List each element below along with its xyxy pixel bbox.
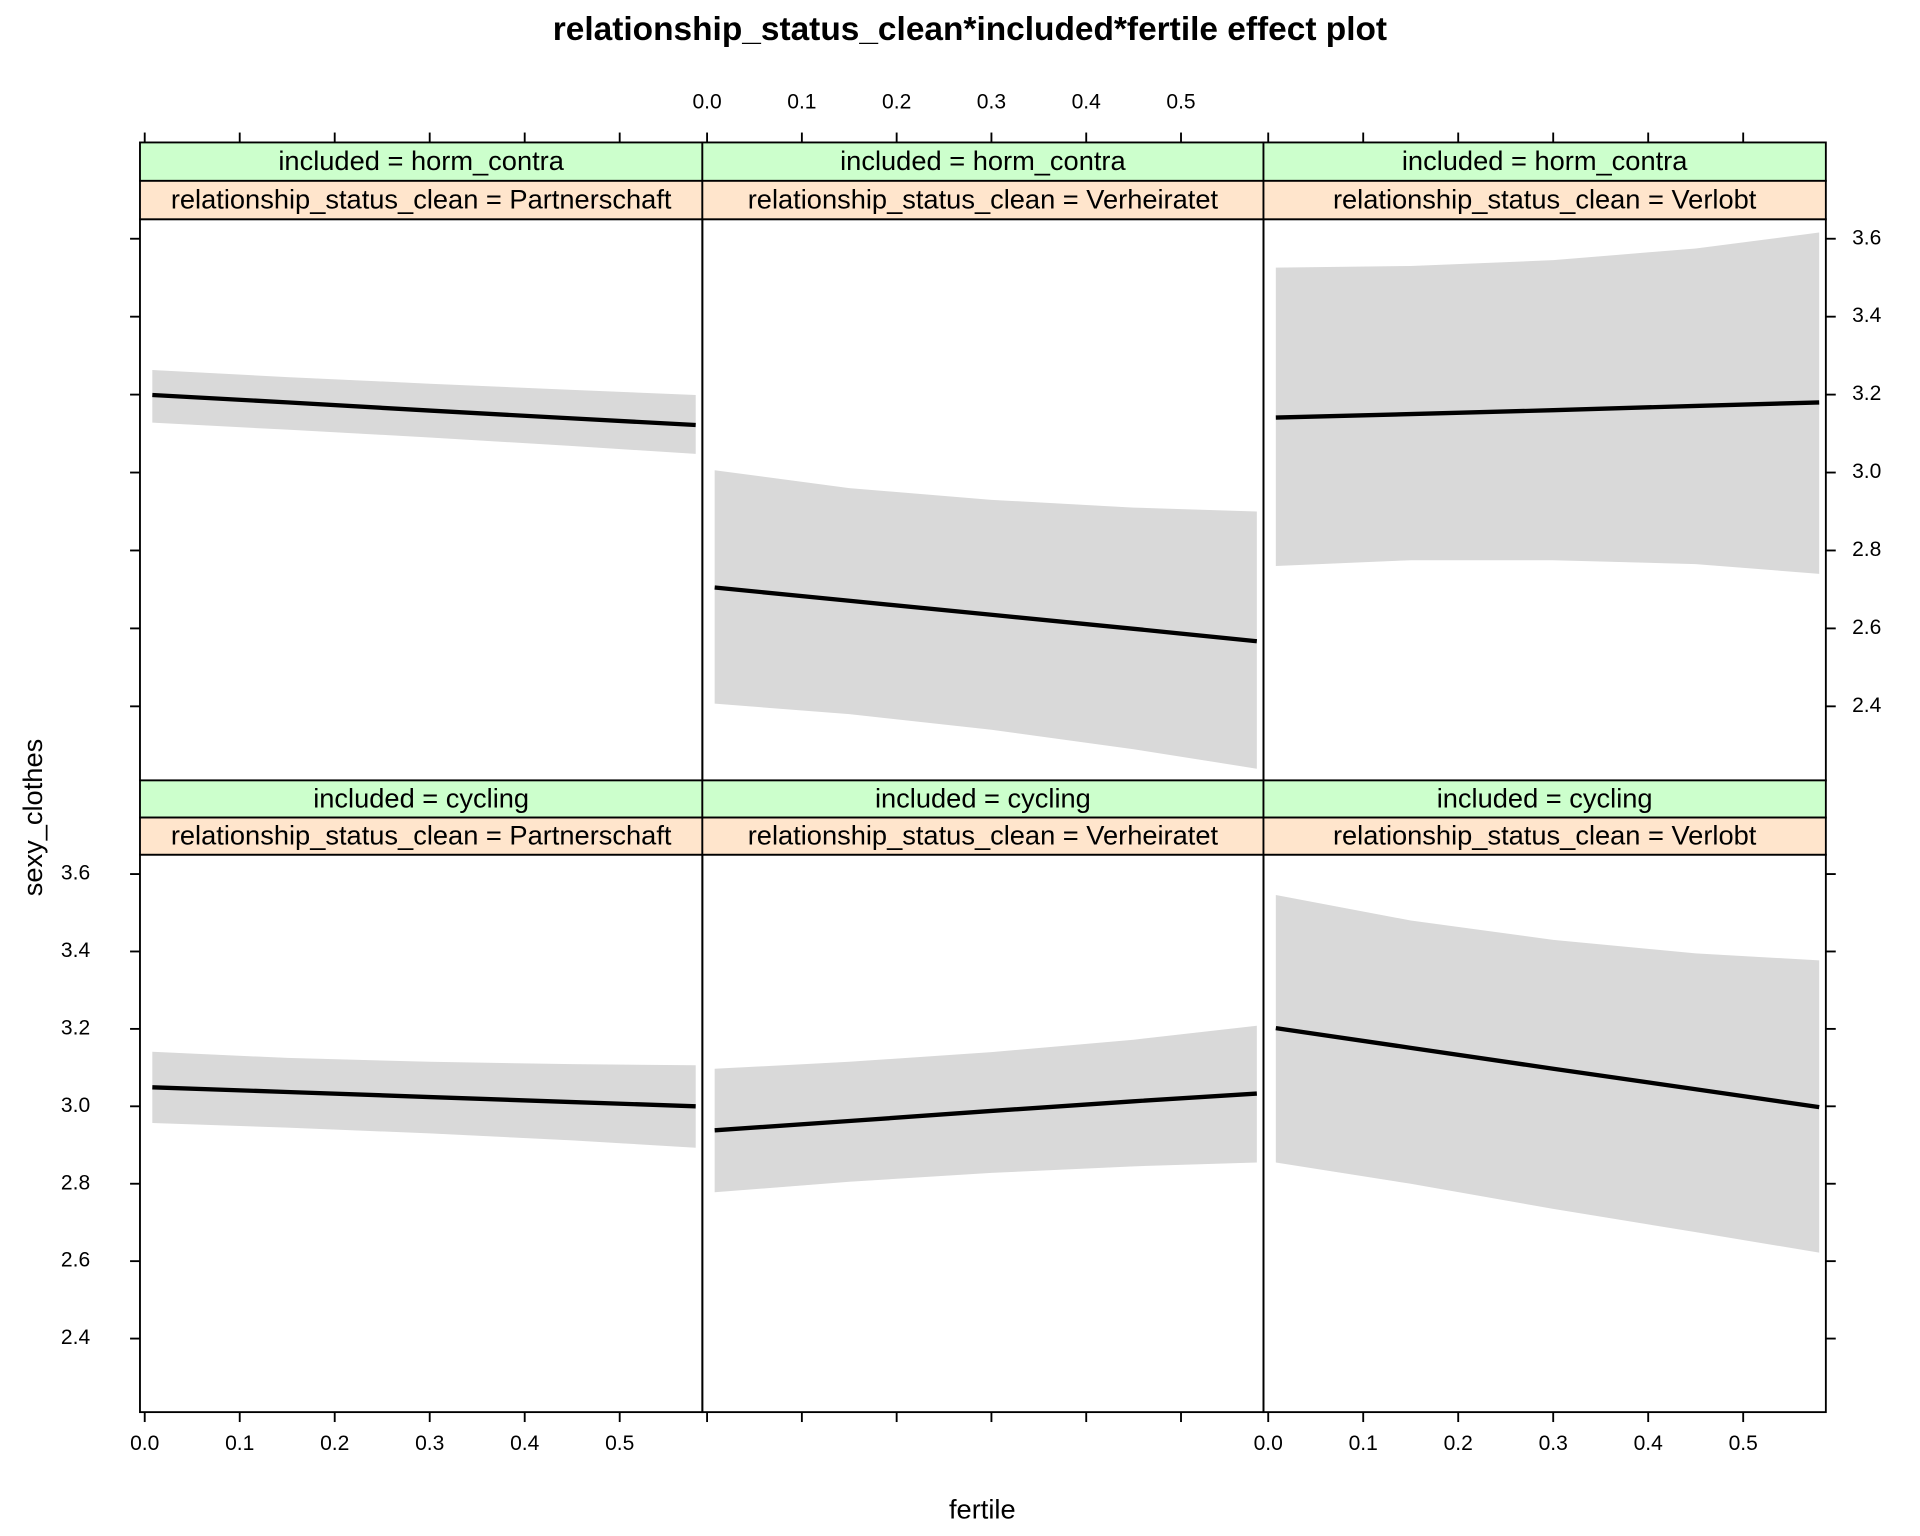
chart-title: relationship_status_clean*included*ferti… bbox=[553, 11, 1387, 48]
x-tick-label: 0.4 bbox=[1072, 90, 1102, 113]
x-tick-label: 0.2 bbox=[882, 90, 911, 113]
strip-label: relationship_status_clean = Partnerschaf… bbox=[171, 820, 672, 851]
y-tick-label: 3.4 bbox=[1852, 304, 1882, 327]
confidence-band bbox=[1275, 232, 1820, 574]
confidence-band bbox=[714, 470, 1257, 769]
strip-labels: included = cycling relationship_status_cl… bbox=[748, 782, 1219, 850]
y-tick-label: 2.6 bbox=[61, 1249, 90, 1272]
strip-top bbox=[1262, 779, 1827, 819]
strip-labels: included = horm_contra relationship_statu… bbox=[1333, 145, 1757, 214]
strip-bottom bbox=[701, 816, 1265, 856]
strip-bottom bbox=[1262, 816, 1827, 856]
strip-label: included = cycling bbox=[875, 782, 1091, 813]
y-tick-label: 3.6 bbox=[61, 862, 90, 885]
y-tick-label: 2.4 bbox=[1852, 694, 1882, 717]
x-tick-label: 0.0 bbox=[692, 90, 721, 113]
strip-labels: included = horm_contra relationship_statu… bbox=[171, 145, 672, 214]
strip-top bbox=[701, 779, 1265, 819]
x-tick-label: 0.5 bbox=[1729, 1432, 1758, 1455]
strip-bottom bbox=[701, 179, 1265, 221]
strip-label: relationship_status_clean = Verheiratet bbox=[748, 820, 1219, 851]
x-tick-label: 0.5 bbox=[605, 1432, 634, 1455]
strip-top bbox=[139, 141, 704, 182]
strip-label: relationship_status_clean = Verlobt bbox=[1333, 820, 1757, 851]
fit-line bbox=[1275, 1025, 1820, 1110]
y-tick-label: 2.8 bbox=[61, 1171, 90, 1194]
x-tick-label: 0.0 bbox=[130, 1432, 159, 1455]
x-tick-label: 0.1 bbox=[1349, 1432, 1378, 1455]
y-tick-label: 3.0 bbox=[1852, 460, 1881, 483]
x-tick-label: 0.1 bbox=[225, 1432, 254, 1455]
strip-label: relationship_status_clean = Verheiratet bbox=[748, 183, 1219, 214]
fit-line bbox=[714, 585, 1258, 644]
confidence-band bbox=[714, 1025, 1257, 1193]
x-tick-label: 0.3 bbox=[977, 90, 1006, 113]
strip-label: relationship_status_clean = Verlobt bbox=[1333, 183, 1757, 214]
strip-labels: included = cycling relationship_status_cl… bbox=[171, 782, 672, 850]
x-tick-label: 0.2 bbox=[1444, 1432, 1473, 1455]
y-tick-label: 3.2 bbox=[61, 1016, 90, 1039]
strip-labels: included = horm_contra relationship_statu… bbox=[748, 145, 1219, 214]
panel-border bbox=[139, 218, 704, 782]
confidence-band bbox=[1275, 894, 1820, 1253]
fit-line bbox=[152, 392, 696, 428]
x-axis-label: fertile bbox=[949, 1493, 1016, 1524]
x-tick-label: 0.3 bbox=[1539, 1432, 1568, 1455]
strip-label: included = cycling bbox=[313, 782, 529, 813]
y-tick-label: 3.2 bbox=[1852, 382, 1881, 405]
x-tick-label: 0.0 bbox=[1254, 1432, 1283, 1455]
strip-label: included = horm_contra bbox=[278, 145, 564, 176]
x-tick-label: 0.4 bbox=[510, 1432, 540, 1455]
fit-line bbox=[1275, 400, 1820, 420]
x-tick-label: 0.2 bbox=[320, 1432, 349, 1455]
confidence-band bbox=[152, 1051, 696, 1148]
y-tick-label: 3.4 bbox=[61, 939, 91, 962]
y-tick-label: 3.0 bbox=[61, 1094, 90, 1117]
x-tick-label: 0.5 bbox=[1166, 90, 1195, 113]
plot-area: relationship_status_clean*included*ferti… bbox=[17, 11, 1882, 1525]
strip-label: included = horm_contra bbox=[1402, 145, 1688, 176]
y-tick-label: 2.4 bbox=[61, 1326, 91, 1349]
x-tick-label: 0.3 bbox=[415, 1432, 444, 1455]
strip-labels: included = cycling relationship_status_cl… bbox=[1333, 782, 1757, 850]
strip-bottom bbox=[1262, 179, 1827, 221]
strip-label: included = cycling bbox=[1437, 782, 1653, 813]
y-tick-label: 2.8 bbox=[1852, 538, 1881, 561]
strip-top bbox=[139, 779, 704, 819]
x-tick-label: 0.4 bbox=[1634, 1432, 1664, 1455]
y-tick-label: 3.6 bbox=[1852, 226, 1881, 249]
strip-label: relationship_status_clean = Partnerschaf… bbox=[171, 183, 672, 214]
fit-line bbox=[152, 1085, 696, 1109]
strip-label: included = horm_contra bbox=[840, 145, 1126, 176]
y-axis-label: sexy_clothes bbox=[17, 739, 48, 897]
y-tick-label: 2.6 bbox=[1852, 616, 1881, 639]
strip-top bbox=[1262, 141, 1827, 182]
fit-line bbox=[714, 1091, 1257, 1133]
x-tick-label: 0.1 bbox=[787, 90, 816, 113]
